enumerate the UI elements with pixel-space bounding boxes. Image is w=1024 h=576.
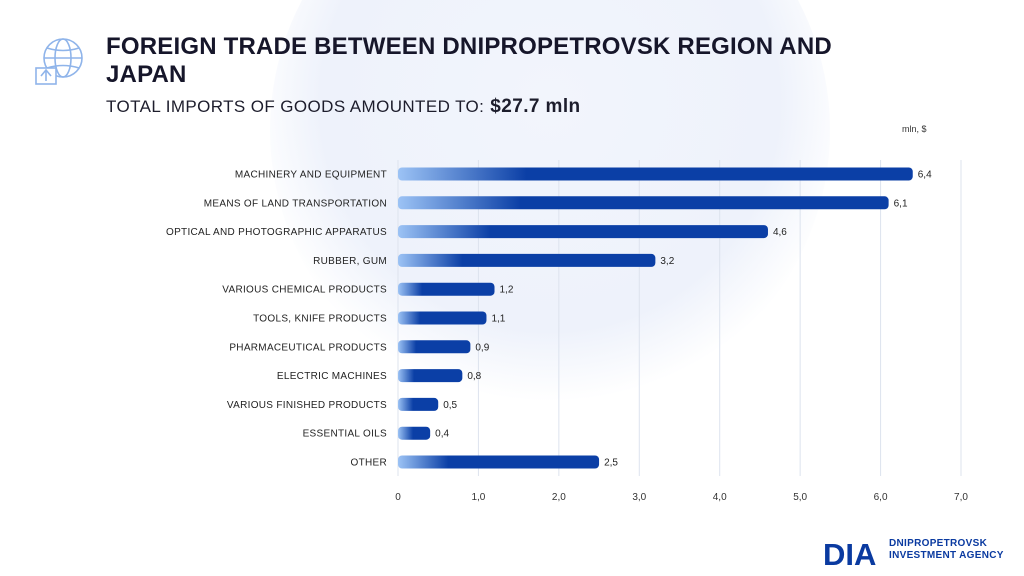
value-label: 1,2	[500, 285, 514, 296]
category-label: TOOLS, KNIFE PRODUCTS	[253, 314, 387, 325]
bar	[398, 225, 768, 239]
bar	[398, 455, 600, 469]
x-tick-label: 3,0	[632, 492, 646, 503]
category-label: VARIOUS CHEMICAL PRODUCTS	[222, 285, 387, 296]
x-tick-label: 0	[395, 492, 401, 503]
page-title: FOREIGN TRADE BETWEEN DNIPROPETROVSK REG…	[106, 33, 832, 88]
unit-label: mln, $	[902, 124, 927, 134]
category-label: OPTICAL AND PHOTOGRAPHIC APPARATUS	[166, 227, 387, 238]
value-label: 0,5	[443, 400, 457, 411]
category-label: PHARMACEUTICAL PRODUCTS	[229, 342, 387, 353]
bar	[398, 282, 495, 296]
logo-line-1: DNIPROPETROVSK	[889, 538, 988, 549]
x-tick-label: 6,0	[874, 492, 888, 503]
globe-export-icon	[35, 38, 83, 85]
bar	[398, 369, 463, 383]
logo-text: DNIPROPETROVSK INVESTMENT AGENCY	[889, 538, 1004, 562]
category-label: OTHER	[351, 458, 388, 469]
value-label: 2,5	[604, 458, 618, 469]
value-label: 3,2	[660, 256, 674, 267]
value-label: 6,1	[894, 198, 908, 209]
value-label: 1,1	[491, 314, 505, 325]
category-label: MEANS OF LAND TRANSPORTATION	[204, 198, 387, 209]
bar	[398, 397, 439, 411]
value-label: 0,4	[435, 429, 449, 440]
subtitle-label: TOTAL IMPORTS OF GOODS AMOUNTED TO:	[106, 97, 485, 116]
bar	[398, 167, 913, 181]
x-tick-label: 2,0	[552, 492, 566, 503]
x-tick-label: 4,0	[713, 492, 727, 503]
bar	[398, 311, 487, 325]
logo-line-2: INVESTMENT AGENCY	[889, 550, 1004, 561]
bar	[398, 253, 656, 267]
value-label: 0,9	[475, 342, 489, 353]
value-label: 0,8	[467, 371, 481, 382]
value-label: 6,4	[918, 170, 932, 181]
x-tick-label: 5,0	[793, 492, 807, 503]
category-label: ELECTRIC MACHINES	[277, 371, 387, 382]
x-tick-label: 7,0	[954, 492, 968, 503]
category-label: RUBBER, GUM	[313, 256, 387, 267]
logo-mark: DIA	[823, 537, 876, 570]
bar	[398, 196, 889, 210]
value-label: 4,6	[773, 227, 787, 238]
dia-logo: DIA	[823, 537, 876, 570]
category-label: MACHINERY AND EQUIPMENT	[235, 170, 387, 181]
x-tick-label: 1,0	[471, 492, 485, 503]
bar	[398, 340, 471, 354]
bar	[398, 426, 431, 440]
subtitle-value: $27.7 mln	[490, 96, 581, 117]
category-label: VARIOUS FINISHED PRODUCTS	[227, 400, 387, 411]
subtitle: TOTAL IMPORTS OF GOODS AMOUNTED TO: $27.7…	[106, 96, 581, 118]
category-label: ESSENTIAL OILS	[303, 429, 387, 440]
